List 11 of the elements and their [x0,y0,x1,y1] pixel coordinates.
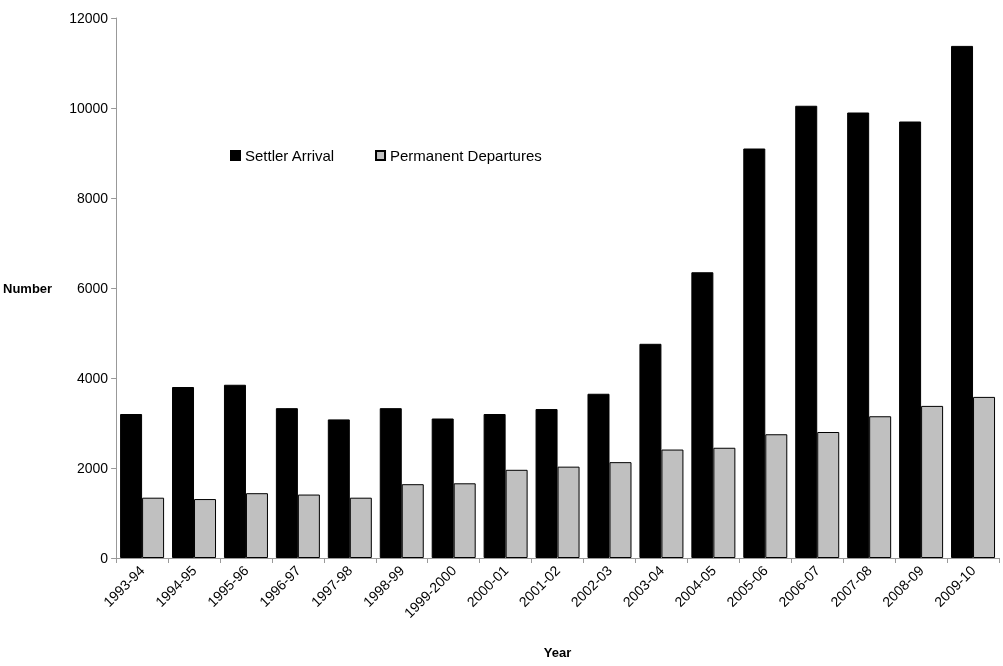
legend-label: Settler Arrival [245,147,335,164]
y-tick-label: 8000 [76,190,109,206]
x-axis-title: Year [543,645,572,660]
legend-label: Permanent Departures [390,147,542,164]
y-tick-label: 10000 [69,100,109,116]
y-tick-label: 12000 [69,10,109,26]
y-axis-title: Number [2,280,53,296]
y-tick-label: 4000 [76,370,109,386]
y-tick-label: 2000 [76,460,109,476]
y-tick-label: 0 [100,550,109,566]
y-tick-label: 6000 [76,280,109,296]
